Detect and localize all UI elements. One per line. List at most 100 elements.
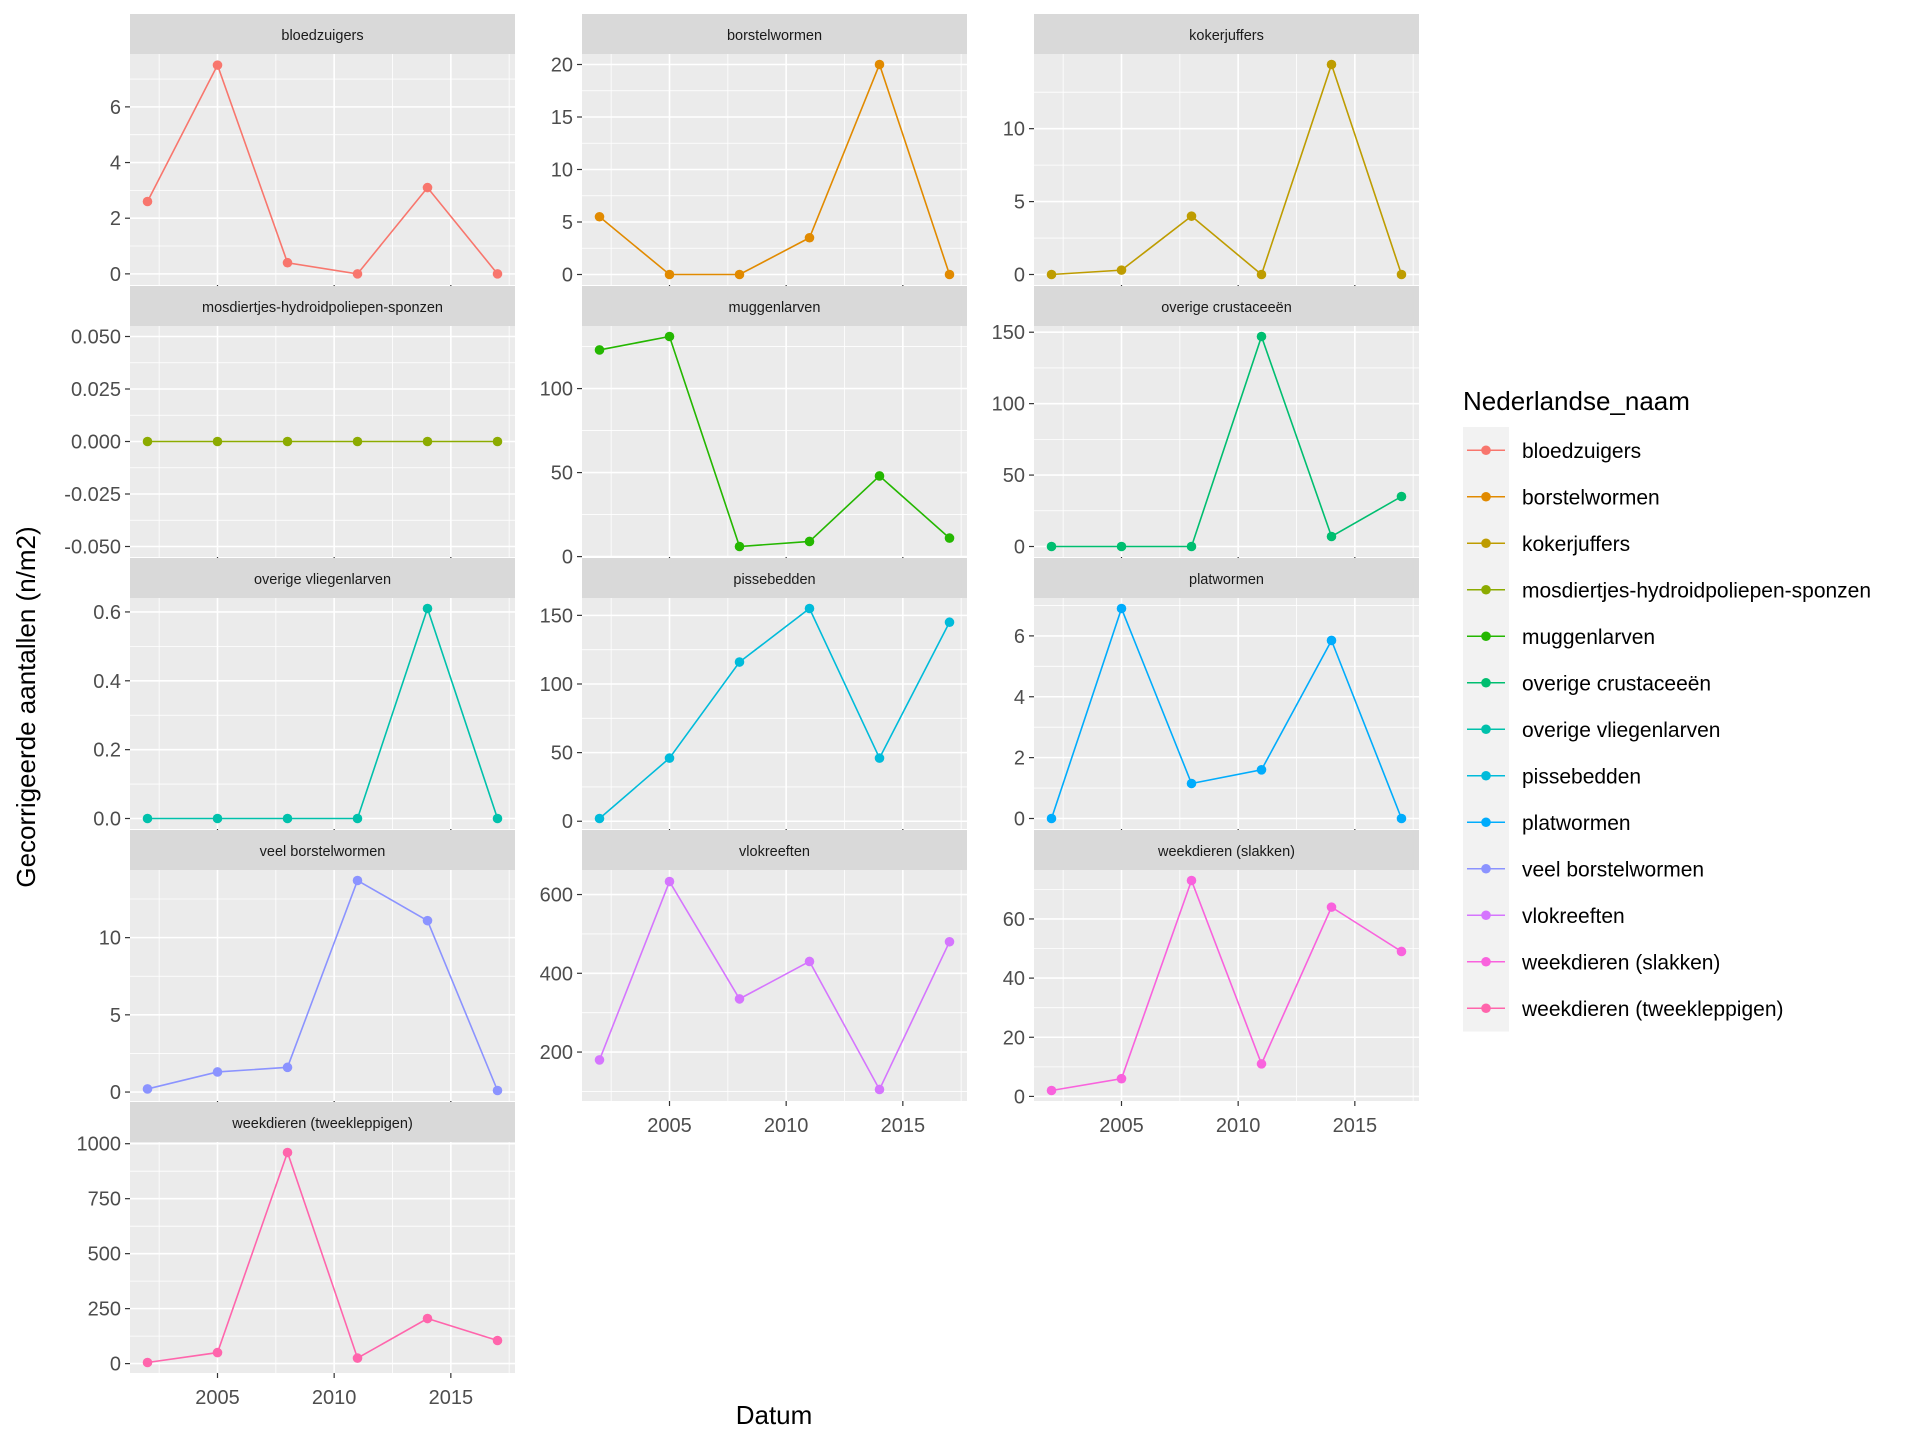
data-point [874,753,885,763]
data-point [1046,813,1057,824]
panel-background [582,326,967,557]
data-point [734,269,745,280]
panel-background [582,598,967,829]
data-point [282,813,293,824]
facet-strip-label: mosdiertjes-hydroidpoliepen-sponzen [202,300,443,316]
y-tick-label: 0 [562,547,573,569]
y-tick-label: 600 [540,885,573,907]
data-point [142,436,153,447]
data-point [422,603,433,614]
series-line [1050,606,1403,819]
data-point [1326,635,1337,646]
facet-strip-label: kokerjuffers [1189,28,1264,44]
legend-label: platwormen [1522,812,1631,835]
data-point [1116,1073,1127,1084]
y-tick-label: 5 [1014,192,1025,214]
facet-panel: bloedzuigers 0 2 4 6 [110,14,515,290]
y-tick-label: 150 [992,322,1025,344]
y-tick-label: 0 [110,1354,121,1376]
data-point [804,536,815,547]
x-tick-label: 2015 [881,1115,926,1137]
facet-panel: weekdieren (tweekleppigen) 0 250 500 750 1000… [77,1102,515,1409]
y-tick-label: 20 [1003,1027,1025,1049]
data-point [492,1085,503,1096]
y-tick-label: 0 [110,1082,121,1104]
y-tick-label: 150 [540,605,573,627]
data-point [594,1055,605,1065]
legend-item: overige crustaceeën [1463,659,1711,706]
data-point [1256,331,1267,342]
legend-key-point [1481,584,1491,595]
panel-background [130,54,515,285]
legend-key-point [1481,910,1491,921]
y-tick-label: 4 [110,153,121,175]
y-axis-title: Gecorrigeerde aantallen (n/m2) [11,526,41,887]
facet-panel: weekdieren (slakken) 0 20 40 60 2005 2010 2015 [1003,830,1419,1137]
legend-key-point [1481,956,1491,967]
legend-key-point [1481,724,1491,735]
facet-strip-label: overige vliegenlarven [254,572,391,588]
panel-background [1034,870,1419,1101]
y-tick-label: 0.000 [71,432,121,454]
x-tick-label: 2010 [312,1387,357,1409]
facet-strip [130,14,515,54]
facet-strip [582,286,967,326]
facet-strip-label: weekdieren (slakken) [1157,844,1295,860]
data-point [874,471,885,481]
x-tick-label: 2005 [647,1115,692,1137]
legend-label: overige vliegenlarven [1522,719,1720,742]
data-point [212,60,223,70]
x-tick-label: 2010 [764,1115,809,1137]
series-line [598,879,951,1092]
data-point [734,657,745,667]
facet-panels: bloedzuigers0246borstelwormen05101520kok… [64,14,1419,1409]
data-point [734,994,745,1004]
legend-label: overige crustaceeën [1522,672,1711,695]
y-tick-label: 0.2 [93,740,121,762]
facet-panel: muggenlarven 0 50 100 [540,286,967,569]
legend-item: vlokreeften [1463,892,1625,939]
y-tick-label: 100 [992,394,1025,416]
y-tick-label: 200 [540,1042,573,1064]
legend-item: veel borstelwormen [1463,845,1704,892]
data-point [594,813,605,824]
facet-strip [130,286,515,326]
y-tick-label: 60 [1003,909,1025,931]
data-point [1186,541,1197,552]
data-point [352,436,363,447]
data-point [1396,946,1407,957]
legend-label: veel borstelwormen [1522,858,1704,881]
data-point [282,257,293,268]
legend-key-point [1481,445,1491,456]
data-point [734,541,745,552]
facet-strip-label: borstelwormen [727,28,822,44]
legend-item: mosdiertjes-hydroidpoliepen-sponzen [1463,566,1871,613]
data-point [944,533,955,543]
data-point [212,436,223,447]
facet-panel: pissebedden 0 50 100 150 [540,558,967,834]
panel-background [130,870,515,1101]
legend-item: borstelwormen [1463,473,1660,520]
legend-item: weekdieren (slakken) [1463,938,1720,985]
y-tick-label: 50 [551,743,573,765]
data-point [1396,269,1407,280]
data-point [352,875,363,886]
legend-label: pissebedden [1522,765,1641,788]
y-tick-label: 0 [110,264,121,286]
y-tick-label: -0.025 [64,484,121,506]
y-tick-label: 0.4 [93,671,121,693]
data-point [1256,765,1267,775]
y-tick-label: 400 [540,963,573,985]
y-tick-label: 0 [562,811,573,833]
panel-background [130,598,515,829]
y-tick-label: 40 [1003,968,1025,990]
legend-label: weekdieren (slakken) [1521,951,1720,974]
data-point [142,1357,153,1368]
panel-background [582,870,967,1101]
facet-strip-label: vlokreeften [739,844,810,860]
data-point [1186,778,1197,789]
x-tick-label: 2015 [429,1387,474,1409]
data-point [1326,902,1337,912]
y-tick-label: 100 [540,379,573,401]
